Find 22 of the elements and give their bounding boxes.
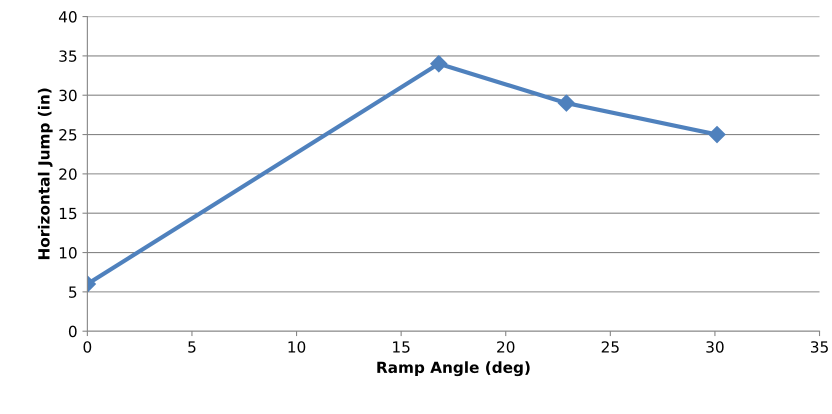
y-tick-label: 5 bbox=[69, 286, 76, 298]
x-tick-label: 10 bbox=[288, 341, 306, 353]
x-tick-label: 0 bbox=[84, 341, 92, 353]
point bbox=[708, 126, 726, 144]
y-tick-label: 15 bbox=[60, 208, 76, 220]
y-tick-label: 25 bbox=[59, 129, 76, 141]
x-tick-label: 30 bbox=[706, 341, 724, 353]
y-axis-title: Horizontal Jump (in) bbox=[38, 88, 53, 260]
y-tick-label: 35 bbox=[59, 50, 76, 62]
x-axis-title: Ramp Angle (deg) bbox=[377, 361, 530, 376]
x-tick-label: 35 bbox=[810, 341, 828, 353]
x-tick-label: 25 bbox=[602, 341, 619, 353]
x-tick-label: 20 bbox=[497, 341, 514, 353]
x-tick-label: 15 bbox=[393, 341, 410, 353]
x-tick-label: 5 bbox=[188, 341, 196, 353]
point bbox=[558, 94, 575, 112]
y-tick-label: 30 bbox=[59, 90, 77, 102]
y-tick-label: 10 bbox=[60, 247, 77, 259]
point bbox=[430, 55, 448, 72]
y-tick-label: 0 bbox=[68, 326, 77, 338]
y-tick-label: 40 bbox=[58, 11, 77, 23]
y-tick-label: 20 bbox=[59, 168, 77, 180]
